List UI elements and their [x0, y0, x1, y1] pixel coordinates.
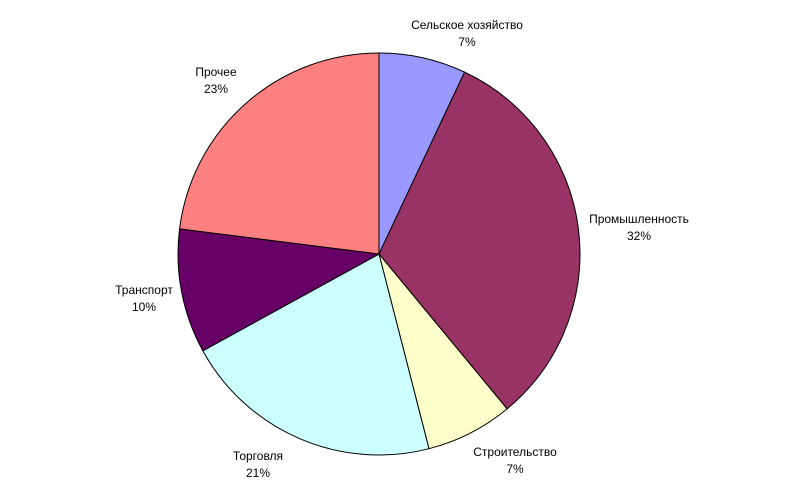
- pie-labels: Сельское хозяйство 7% Промышленность 32% Стр…: [115, 18, 689, 480]
- slice-label: Транспорт: [115, 283, 173, 297]
- slice-label: Строительство: [473, 445, 557, 459]
- pie-slice: [179, 52, 380, 255]
- pie-slice: [177, 228, 381, 352]
- slice-percent-label: 21%: [246, 466, 270, 480]
- slice-percent-label: 10%: [132, 300, 156, 314]
- slice-percent-label: 23%: [204, 82, 228, 96]
- pie-slice: [378, 71, 581, 410]
- slice-label: Сельское хозяйство: [411, 18, 523, 32]
- pie-slices: [177, 52, 581, 456]
- slice-percent-label: 7%: [458, 35, 476, 49]
- slice-label: Прочее: [195, 65, 237, 79]
- pie-slice: [202, 253, 430, 456]
- slice-label: Торговля: [233, 449, 283, 463]
- slice-percent-label: 32%: [627, 229, 651, 243]
- slice-percent-label: 7%: [506, 462, 524, 476]
- slice-label: Промышленность: [589, 212, 689, 226]
